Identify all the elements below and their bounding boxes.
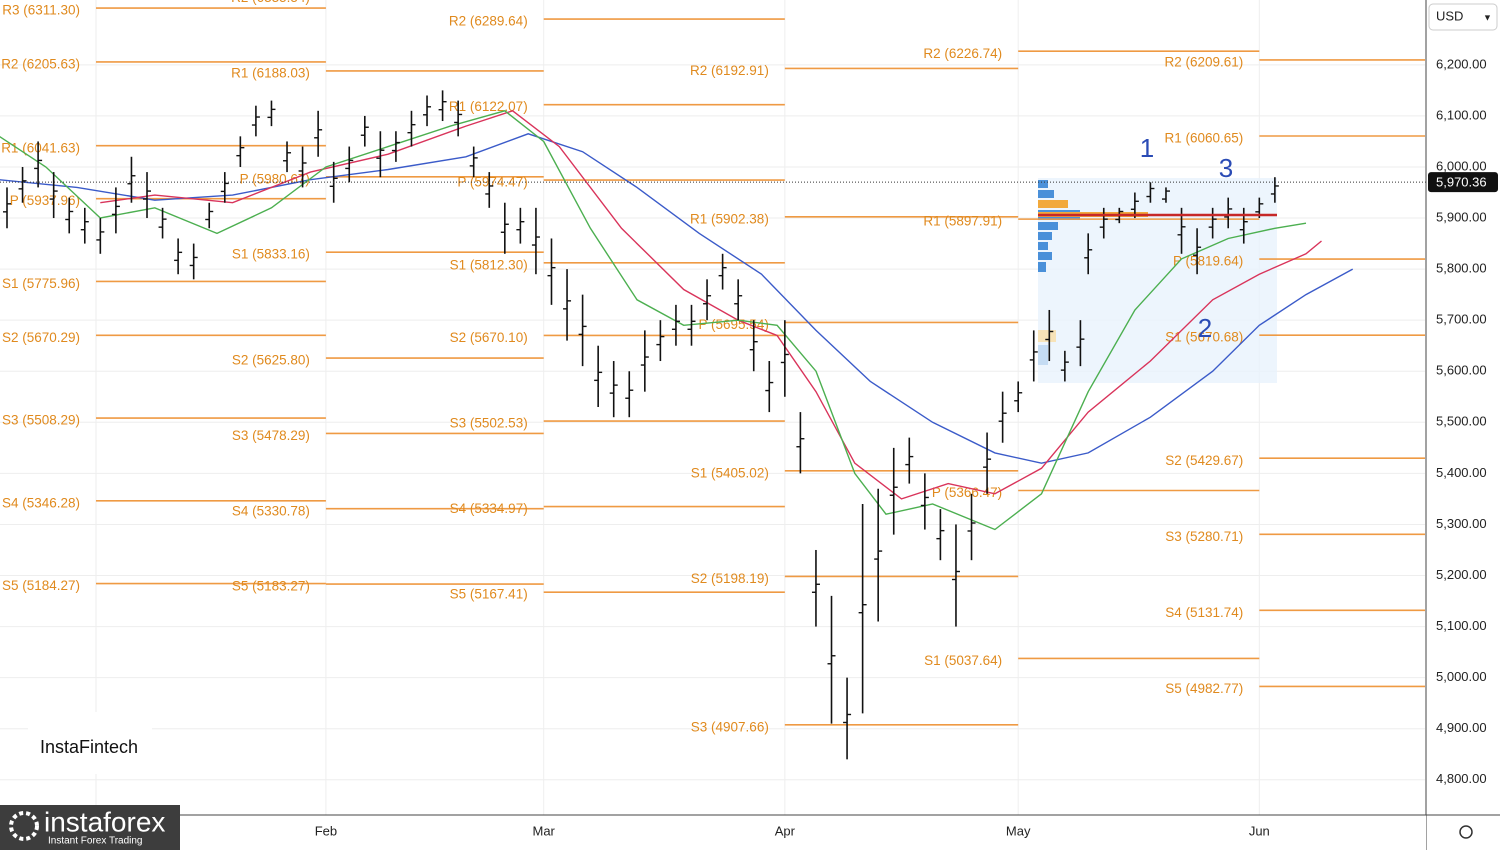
y-tick-label: 5,900.00 bbox=[1436, 209, 1487, 224]
pivot-label: S5 (4982.77) bbox=[1165, 681, 1243, 696]
x-axis-panel bbox=[0, 815, 1426, 850]
logo-name: instaforex bbox=[44, 806, 165, 837]
pivot-label: R1 (6122.07) bbox=[449, 99, 528, 114]
pivot-label: S2 (5670.29) bbox=[2, 330, 80, 345]
settings-icon[interactable] bbox=[1459, 825, 1473, 839]
vp-bar bbox=[1038, 252, 1052, 260]
y-tick-label: 4,900.00 bbox=[1436, 720, 1487, 735]
y-tick-label: 5,000.00 bbox=[1436, 669, 1487, 684]
pivot-label: P (5695.54) bbox=[699, 317, 769, 332]
vp-bar bbox=[1038, 232, 1052, 240]
wave-label: 1 bbox=[1140, 133, 1154, 163]
y-tick-label: 5,300.00 bbox=[1436, 516, 1487, 531]
x-tick-label: May bbox=[1006, 823, 1031, 838]
pivot-label: S1 (5670.68) bbox=[1165, 330, 1243, 345]
vp-bar bbox=[1038, 330, 1056, 342]
currency: USD bbox=[1436, 8, 1463, 23]
vp-bar bbox=[1038, 242, 1048, 250]
pivot-label: S4 (5346.28) bbox=[2, 495, 80, 510]
pivot-label: R1 (5897.91) bbox=[923, 214, 1002, 229]
wave-label: 2 bbox=[1198, 313, 1212, 343]
vp-bar bbox=[1038, 200, 1068, 208]
y-tick-label: 5,200.00 bbox=[1436, 567, 1487, 582]
x-tick-label: Apr bbox=[775, 823, 796, 838]
pivot-label: S4 (5334.97) bbox=[450, 501, 528, 516]
pivot-label: R2 (6205.63) bbox=[1, 57, 80, 72]
pivot-label: S1 (5812.30) bbox=[450, 257, 528, 272]
y-tick-label: 5,800.00 bbox=[1436, 261, 1487, 276]
pivot-label: S2 (5670.10) bbox=[450, 330, 528, 345]
pivot-label: R1 (5902.38) bbox=[690, 211, 769, 226]
pivot-label: S4 (5131.74) bbox=[1165, 605, 1243, 620]
wave-label: 3 bbox=[1219, 153, 1233, 183]
ma-line bbox=[0, 133, 1354, 464]
logo-tagline: Instant Forex Trading bbox=[48, 836, 143, 847]
y-tick-label: 5,100.00 bbox=[1436, 618, 1487, 633]
y-tick-label: 5,400.00 bbox=[1436, 465, 1487, 480]
y-tick-label: 6,100.00 bbox=[1436, 107, 1487, 122]
watermark: InstaFintech bbox=[40, 737, 138, 757]
pivot-levels: R3 (6311.30) R2 (6205.63) R1 (6041.63) P (5… bbox=[1, 0, 1425, 734]
pivot-label: P (5366.47) bbox=[932, 485, 1002, 500]
y-tick-label: 5,600.00 bbox=[1436, 363, 1487, 378]
logo-icon bbox=[9, 811, 39, 841]
pivot-label: S3 (5508.29) bbox=[2, 413, 80, 428]
vp-bar bbox=[1038, 345, 1048, 365]
y-tick-label: 4,800.00 bbox=[1436, 771, 1487, 786]
pivot-label: S3 (5478.29) bbox=[232, 428, 310, 443]
axes: 4,800.00 4,900.00 5,000.00 5,100.00 5,200.00… bbox=[315, 56, 1487, 838]
pivot-label: R2 (6289.64) bbox=[449, 14, 528, 29]
currency-button[interactable] bbox=[1428, 3, 1498, 31]
price-bars bbox=[3, 90, 1279, 760]
pivot-label: S3 (5280.71) bbox=[1165, 529, 1243, 544]
pivot-label: S1 (5405.02) bbox=[691, 465, 769, 480]
pivot-label: R1 (6060.65) bbox=[1165, 131, 1244, 146]
pivot-label: R2 (6335.54) bbox=[231, 0, 310, 5]
pivot-label: S4 (5330.78) bbox=[232, 503, 310, 518]
vp-bar bbox=[1038, 222, 1058, 230]
y-tick-label: 5,700.00 bbox=[1436, 312, 1487, 327]
pivot-label: S1 (5037.64) bbox=[924, 653, 1002, 668]
pivot-label: S5 (5184.27) bbox=[2, 578, 80, 593]
pivot-label: R2 (6226.74) bbox=[923, 46, 1002, 61]
vp-bar bbox=[1038, 180, 1048, 188]
pivot-label: R2 (6192.91) bbox=[690, 63, 769, 78]
pivot-label: S2 (5429.67) bbox=[1165, 453, 1243, 468]
ma-line bbox=[0, 110, 1307, 531]
pivot-label: S2 (5198.19) bbox=[691, 571, 769, 586]
pivot-label: R2 (6209.61) bbox=[1165, 55, 1244, 70]
pivot-label: S5 (5167.41) bbox=[450, 587, 528, 602]
vp-bar bbox=[1038, 262, 1046, 272]
y-axis-panel bbox=[1426, 0, 1500, 850]
last-price-label: 5,970.36 bbox=[1436, 175, 1487, 190]
pivot-label: P (5980.67) bbox=[240, 171, 310, 186]
pivot-label: R1 (6041.63) bbox=[1, 140, 80, 155]
pivot-label: P (5819.64) bbox=[1173, 254, 1243, 269]
pivot-label: R3 (6311.30) bbox=[2, 3, 80, 18]
x-tick-label: Jun bbox=[1249, 823, 1270, 838]
pivot-label: R1 (6188.03) bbox=[231, 66, 310, 81]
last-price-tag bbox=[1428, 172, 1498, 193]
watermark-box bbox=[28, 712, 152, 774]
volume-profile-area bbox=[1038, 178, 1277, 383]
pivot-label: S1 (5833.16) bbox=[232, 247, 310, 262]
vp-bar bbox=[1038, 190, 1054, 198]
ma-line bbox=[100, 110, 1322, 500]
pivot-label: S3 (4907.66) bbox=[691, 719, 769, 734]
pivot-label: S3 (5502.53) bbox=[450, 416, 528, 431]
y-tick-label: 5,500.00 bbox=[1436, 414, 1487, 429]
y-tick-label: 6,000.00 bbox=[1436, 158, 1487, 173]
moving-averages bbox=[0, 110, 1354, 531]
x-tick-label: Feb bbox=[315, 823, 337, 838]
pivot-label: P (5937.96) bbox=[10, 193, 80, 208]
x-tick-label: Mar bbox=[533, 823, 556, 838]
pivot-label: S2 (5625.80) bbox=[232, 353, 310, 368]
pivot-label: S1 (5775.96) bbox=[2, 276, 80, 291]
y-tick-label: 6,200.00 bbox=[1436, 56, 1487, 71]
pivot-label: S5 (5183.27) bbox=[232, 579, 310, 594]
dropdown-arrow: ▼ bbox=[1483, 12, 1492, 22]
